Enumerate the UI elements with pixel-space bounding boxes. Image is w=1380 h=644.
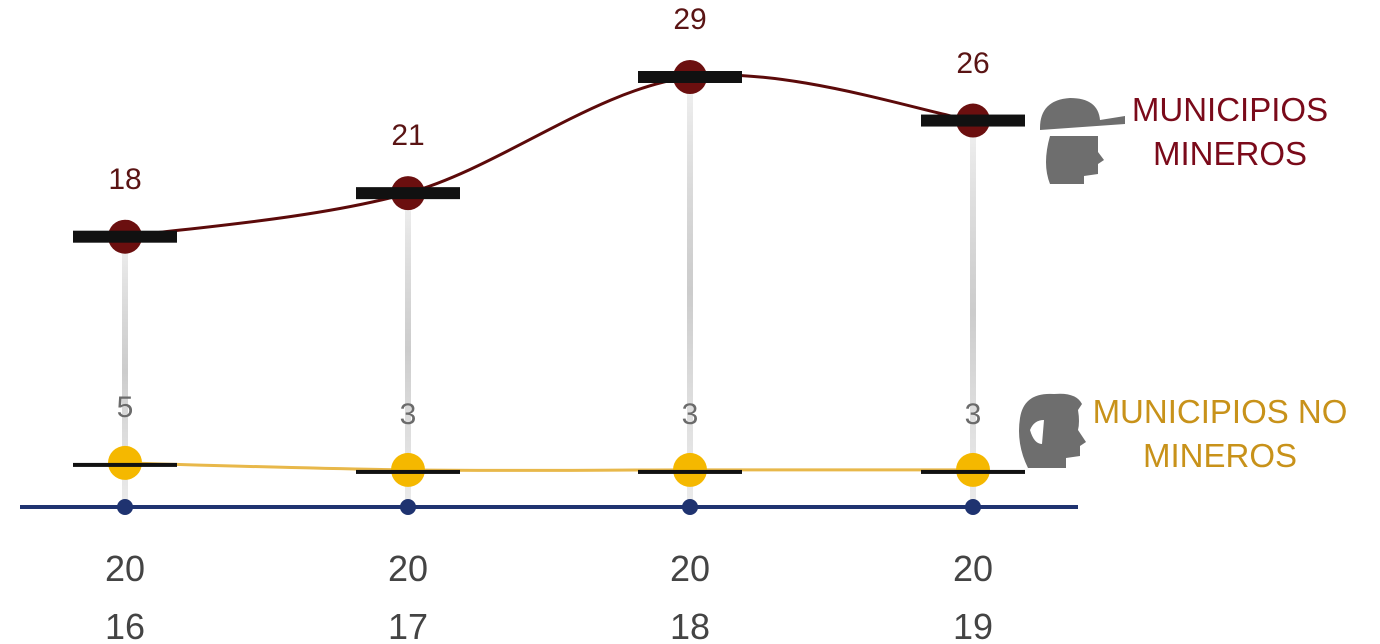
data-label: 3 xyxy=(681,397,699,431)
data-label: 3 xyxy=(964,397,982,431)
axis-dot xyxy=(400,499,416,515)
marker-bar xyxy=(921,469,1025,474)
data-label: 21 xyxy=(391,119,425,153)
data-label: 29 xyxy=(673,3,707,36)
series-line xyxy=(124,461,973,472)
guide xyxy=(687,77,693,507)
marker-bar xyxy=(921,114,1025,127)
axis-dot xyxy=(682,499,698,515)
data-label: 3 xyxy=(399,397,417,431)
x-tick-label: 2016 xyxy=(104,548,146,644)
marker-bar xyxy=(638,71,742,83)
x-tick-label: 2017 xyxy=(387,548,429,644)
axis-dot xyxy=(117,499,133,515)
axis-dot xyxy=(965,499,981,515)
legend-entry: MUNICIPIOS MINEROS xyxy=(1131,91,1329,172)
guide xyxy=(970,120,976,507)
data-label: 18 xyxy=(108,162,142,196)
marker-bar xyxy=(356,469,460,474)
marker-bar xyxy=(73,462,177,467)
guide xyxy=(405,193,411,507)
icon-miner xyxy=(1040,98,1125,184)
x-tick-label: 2019 xyxy=(952,548,994,644)
data-label: 26 xyxy=(956,46,990,80)
data-label: 5 xyxy=(116,390,134,424)
marker-bar xyxy=(638,469,742,474)
guide xyxy=(122,236,128,508)
marker-bar xyxy=(73,230,177,243)
icon-person xyxy=(1019,393,1086,468)
marker-bar xyxy=(356,187,460,200)
series-line xyxy=(124,73,974,239)
legend-entry: MUNICIPIOS NO MINEROS xyxy=(1092,393,1348,474)
x-tick-label: 2018 xyxy=(669,548,711,644)
